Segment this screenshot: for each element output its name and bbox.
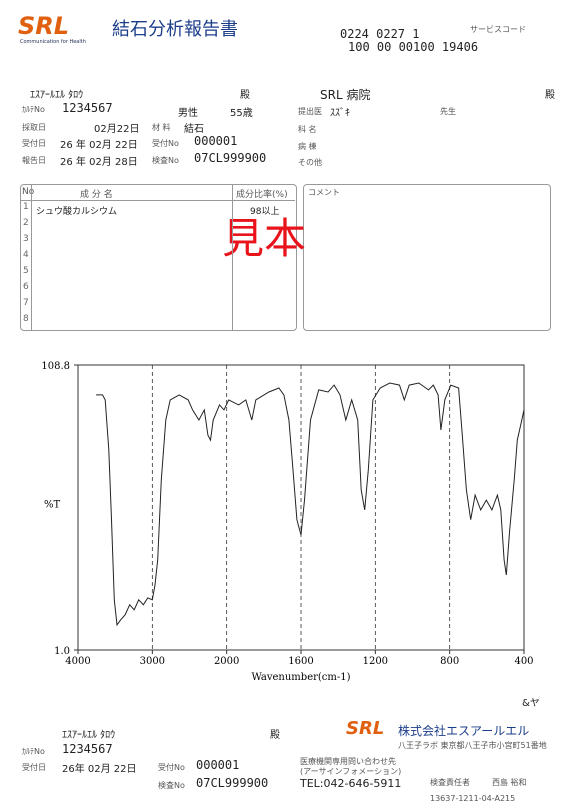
label: 受付日 — [22, 763, 46, 772]
x-tick-label: 3000 — [140, 656, 165, 667]
label: 科 名 — [298, 125, 317, 134]
title: 結石分析報告書 — [112, 19, 238, 40]
label: 検査No — [158, 781, 185, 790]
inquiry-sub: (アーサインフォメーション) — [300, 767, 402, 776]
label: 報告日 — [22, 156, 46, 165]
code-label: サービスコード — [470, 25, 526, 34]
value: 1234567 — [62, 101, 113, 115]
label: その他 — [298, 158, 322, 167]
hospital: SRL 病院 — [320, 88, 371, 102]
logo-sub: Communication for Health — [20, 39, 86, 45]
doc-code: 13637-1211-04-A215 — [430, 794, 516, 803]
lab: 八王子ラボ 東京都八王子市小宮町51番地 — [398, 741, 547, 750]
value: 26 年 02月 28日 — [60, 157, 138, 168]
mark: &ヤ — [522, 698, 540, 709]
x-axis-label: Wavenumber(cm-1) — [251, 672, 350, 683]
component-table — [20, 184, 297, 331]
code: 0224 0227 1 — [340, 27, 420, 41]
code: 100 00 00100 19406 — [348, 40, 479, 54]
watermark: 見本 — [222, 214, 307, 263]
y-tick-label: 108.8 — [41, 361, 70, 372]
row-number: 3 — [23, 234, 29, 244]
honorific: 殿 — [240, 90, 250, 101]
y-tick-label: 1.0 — [54, 646, 70, 657]
x-tick-label: 4000 — [65, 656, 90, 667]
row-number: 4 — [23, 250, 29, 260]
y-axis-label: %T — [44, 500, 61, 511]
table-header: 成分比率(%) — [236, 190, 288, 200]
logo: SRL — [18, 12, 70, 40]
label: 採取日 — [22, 123, 46, 132]
x-tick-label: 1600 — [288, 656, 313, 667]
label: 病 棟 — [298, 142, 317, 151]
col-rule — [31, 185, 32, 330]
label: 材 料 — [152, 123, 171, 132]
table-cell: シュウ酸カルシウム — [36, 207, 118, 217]
label: 受付日 — [22, 139, 46, 148]
manager: 西島 裕和 — [492, 778, 527, 787]
label: 検査No — [152, 156, 179, 165]
patient-name: ｴｽｱｰﾙｴﾙ ﾀﾛｳ — [30, 90, 84, 101]
value: 55歳 — [230, 108, 253, 119]
row-number: 2 — [23, 218, 29, 228]
x-tick-label: 400 — [514, 656, 533, 667]
row-number: 5 — [23, 266, 29, 276]
x-tick-label: 800 — [440, 656, 459, 667]
table-header: No — [22, 187, 35, 197]
row-number: 1 — [23, 202, 29, 212]
label: 検査責任者 — [430, 778, 470, 787]
value: 結石 — [184, 124, 204, 135]
table-cell: 98以上 — [250, 207, 280, 217]
honorific: 殿 — [545, 90, 555, 101]
patient-name: ｴｽｱｰﾙｴﾙ ﾀﾛｳ — [62, 730, 116, 741]
row-number: 8 — [23, 314, 29, 324]
value: 男性 — [178, 108, 198, 119]
value: 07CL999900 — [194, 151, 267, 165]
label: 受付No — [152, 139, 179, 148]
honorific: 殿 — [270, 730, 280, 741]
value: 26 年 02月 22日 — [60, 140, 138, 151]
col-rule — [232, 185, 233, 330]
label: 提出医 — [298, 107, 322, 116]
tel: TEL:042-646-5911 — [300, 777, 402, 790]
value: ｽｽﾞｷ — [330, 108, 350, 119]
company: 株式会社エスアールエル — [398, 724, 530, 738]
label: 先生 — [440, 107, 456, 116]
inquiry: 医療機関専用問い合わせ先 — [300, 757, 396, 766]
comment-box — [303, 184, 551, 331]
label: 受付No — [158, 763, 185, 772]
value: 000001 — [196, 758, 240, 772]
row-number: 6 — [23, 282, 29, 292]
x-tick-label: 1200 — [363, 656, 388, 667]
spectrum-line — [96, 382, 525, 627]
header-rule — [20, 200, 295, 201]
value: 26年 02月 22日 — [62, 764, 137, 775]
x-tick-label: 2000 — [214, 656, 239, 667]
label: ｶﾙﾃNo — [22, 105, 45, 114]
table-header: 成 分 名 — [80, 190, 113, 200]
row-number: 7 — [23, 298, 29, 308]
comment-label: コメント — [308, 188, 340, 197]
value: 1234567 — [62, 742, 113, 756]
value: 02月22日 — [94, 124, 140, 135]
label: ｶﾙﾃNo — [22, 747, 45, 756]
spectrum-chart: 4000 3000 2000 1600 1200 800 400 108.8 1.0 %T Wave… — [41, 361, 533, 683]
value: 000001 — [194, 134, 238, 148]
logo: SRL — [346, 718, 385, 739]
value: 07CL999900 — [196, 776, 269, 790]
